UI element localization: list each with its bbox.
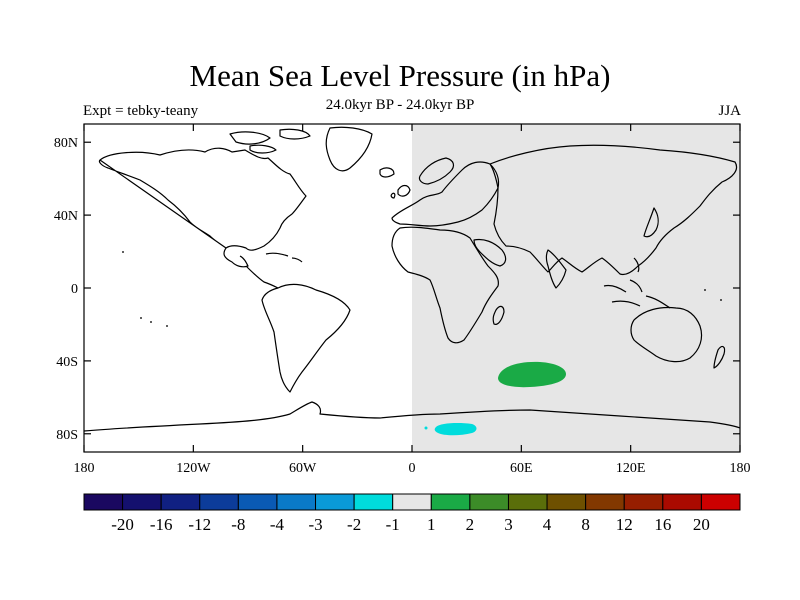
coast-south-america bbox=[261, 283, 351, 393]
lon-tick-label: 120E bbox=[616, 461, 646, 476]
colorbar-box bbox=[392, 493, 432, 511]
lat-tick-label: 40S bbox=[56, 355, 78, 370]
coast-greenland bbox=[325, 126, 373, 172]
colorbar-label: -16 bbox=[150, 515, 173, 534]
coast-central-america bbox=[245, 265, 279, 289]
coast-arabia bbox=[473, 238, 507, 267]
coast-scandinavia bbox=[418, 157, 455, 185]
lon-tick-label: 0 bbox=[409, 461, 416, 476]
coast-new-zealand bbox=[713, 345, 726, 369]
coast-iceland bbox=[379, 167, 395, 178]
coast-india bbox=[545, 249, 567, 289]
lat-tick-label: 80N bbox=[54, 136, 78, 151]
lon-tick-label: 180 bbox=[74, 461, 95, 476]
coast-madagascar bbox=[492, 305, 505, 325]
positive-anomaly-patch bbox=[498, 361, 566, 388]
map-subtitle: 24.0kyr BP - 24.0kyr BP bbox=[325, 97, 475, 113]
colorbar-box bbox=[700, 493, 741, 511]
coastlines bbox=[83, 126, 741, 432]
colorbar-label: -3 bbox=[308, 515, 322, 534]
lon-tick-label: 180 bbox=[730, 461, 751, 476]
lat-tick-label: 0 bbox=[71, 282, 78, 297]
negative-anomaly-dot bbox=[424, 426, 428, 430]
coast-maritime-asia bbox=[603, 257, 671, 309]
colorbar-label: -8 bbox=[231, 515, 245, 534]
coast-british-isles bbox=[390, 184, 411, 199]
season-label: JJA bbox=[718, 103, 741, 119]
lon-tick-label: 60W bbox=[289, 461, 317, 476]
coast-africa bbox=[391, 226, 499, 344]
colorbar-box bbox=[199, 493, 239, 511]
coast-australia bbox=[630, 306, 703, 363]
lat-tick-label: 40N bbox=[54, 209, 78, 224]
colorbar-label: 3 bbox=[504, 515, 513, 534]
colorbar-box bbox=[623, 493, 664, 511]
colorbar-box bbox=[662, 493, 702, 511]
lon-tick-label: 60E bbox=[510, 461, 533, 476]
colorbar-box bbox=[237, 493, 278, 511]
colorbar-box bbox=[469, 493, 509, 511]
coast-arctic-islands bbox=[229, 128, 311, 154]
colorbar-box bbox=[430, 493, 471, 511]
colorbar-box bbox=[315, 493, 355, 511]
colorbar-box bbox=[546, 493, 587, 511]
coast-japan bbox=[643, 207, 659, 238]
colorbar-label: -12 bbox=[188, 515, 211, 534]
colorbar-box bbox=[122, 493, 162, 511]
colorbar-label: 2 bbox=[466, 515, 475, 534]
colorbar-label: -1 bbox=[386, 515, 400, 534]
colorbar-label: 8 bbox=[581, 515, 590, 534]
colorbar-label: 16 bbox=[654, 515, 671, 534]
colorbar-box bbox=[83, 493, 124, 511]
colorbar-box bbox=[507, 493, 548, 511]
lon-tick-label: 120W bbox=[176, 461, 211, 476]
colorbar-label: 20 bbox=[693, 515, 710, 534]
coast-antarctica bbox=[83, 401, 741, 432]
colorbar-label: -20 bbox=[111, 515, 134, 534]
colorbar-box bbox=[160, 493, 201, 511]
colorbar-label: 4 bbox=[543, 515, 552, 534]
longitude-axis: 180 120W 60W 0 60E 120E 180 bbox=[74, 124, 751, 476]
colorbar-box bbox=[276, 493, 317, 511]
colorbar-label: -2 bbox=[347, 515, 361, 534]
shaded-anomaly-region bbox=[412, 124, 740, 452]
map-panel bbox=[83, 123, 741, 453]
coast-asia bbox=[489, 144, 738, 276]
negative-anomaly-patch bbox=[434, 423, 477, 436]
colorbar-box bbox=[353, 493, 394, 511]
experiment-label: Expt = tebky-teany bbox=[83, 103, 199, 119]
map-title: Mean Sea Level Pressure (in hPa) bbox=[189, 58, 611, 93]
colorbar-label: 12 bbox=[616, 515, 633, 534]
coast-caribbean bbox=[265, 252, 303, 263]
colorbar: -20 -16 -12 -8 -4 -3 -2 -1 1 2 3 4 8 12 16 20 bbox=[83, 493, 741, 534]
colorbar-label: 1 bbox=[427, 515, 436, 534]
colorbar-box bbox=[585, 493, 625, 511]
coast-pacific-islands bbox=[122, 251, 722, 327]
colorbar-label: -4 bbox=[270, 515, 285, 534]
lat-tick-label: 80S bbox=[56, 428, 78, 443]
coast-north-america bbox=[98, 147, 307, 268]
latitude-axis: 80N 40N 0 40S 80S bbox=[54, 136, 740, 443]
